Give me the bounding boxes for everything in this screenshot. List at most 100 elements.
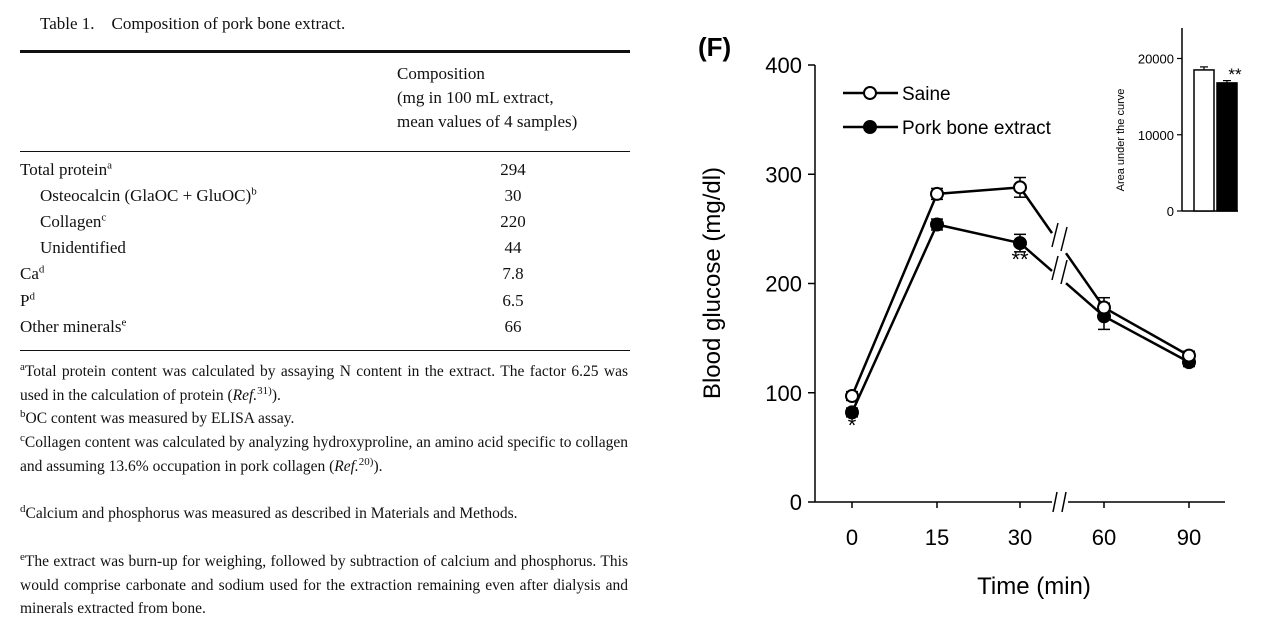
footnote-text: Ref. [334,457,359,475]
series-line [1065,282,1105,318]
row-value: 6.5 [502,291,524,310]
inset-y-axis-label: Area under the curve [1115,89,1127,192]
inset-y-tick-label: 20000 [1138,52,1174,67]
table-row: Unidentified 44 [0,238,640,264]
footnote: bOC content was measured by ELISA assay. [20,407,628,431]
footnote-text: Calcium and phosphorus was measured as d… [25,505,518,522]
row-label-text: Osteocalcin (GlaOC + GluOC) [40,186,252,205]
table-row: Pd 6.5 [0,291,640,317]
data-point [1097,300,1111,315]
x-tick-label: 90 [1177,525,1201,550]
glucose-chart: (F) 0 100 200 300 400 0 15 30 60 90 Time (min) Blood… [698,28,1242,600]
series-line [1103,306,1190,357]
header-rule [20,151,630,152]
data-point [845,389,859,404]
inset-bar [1193,69,1215,212]
series-line [1018,186,1054,234]
y-axis-label: Blood glucose (mg/dl) [699,167,726,399]
x-tick-label: 30 [1008,525,1032,550]
row-value: 44 [504,238,522,257]
row-value: 66 [504,317,522,336]
row-label-text: Ca [20,264,39,283]
footnote-mark: d [20,502,26,515]
footnote-mark: e [121,316,127,329]
line-break-mark [1060,259,1068,285]
line-break-mark [1051,222,1059,248]
column-header-line: Composition [397,64,485,83]
row-label-text: P [20,291,30,310]
table-row: Total proteina 294 [0,160,640,186]
table-row: Other mineralse 66 [0,317,640,343]
row-value: 30 [504,186,522,205]
legend-label: Pork bone extract [902,118,1052,139]
table-caption: Table 1. Composition of pork bone extrac… [40,14,346,33]
legend-item: Pork bone extract [843,118,1052,139]
footnote: cCollagen content was calculated by anal… [20,431,628,478]
axis-break-mark [1061,491,1067,513]
row-label-text: Other minerals [20,317,122,336]
series-line [1103,315,1190,364]
series-line [936,186,1021,196]
legend: Saine Pork bone extract [843,84,1052,139]
axis-break-mark [1052,491,1058,513]
legend-marker [863,120,877,134]
row-label: Cad [20,264,44,284]
row-label: Pd [20,291,35,311]
line-break-mark [1060,226,1068,252]
series-saine [845,176,1196,404]
line-break-mark [1051,255,1059,281]
inset-significance-mark: ** [1228,65,1242,84]
footnote: eThe extract was burn-up for weighing, f… [20,550,628,621]
row-label: Total proteina [20,160,112,180]
y-tick-label: 0 [790,490,802,515]
row-label-text: Total protein [20,160,108,179]
x-tick-label: 60 [1092,525,1116,550]
series-line [850,223,939,413]
row-label: Other mineralse [20,317,126,337]
inset-y-tick-label: 10000 [1138,128,1174,143]
row-value: 7.8 [502,264,524,283]
composition-table: Table 1. Composition of pork bone extrac… [0,14,640,621]
y-tick-label: 200 [765,272,802,297]
axes: 0 100 200 300 400 0 15 30 60 90 Time (min) Blood gl… [699,53,1225,600]
table-top-rule [20,50,630,53]
footnote-text: ). [373,457,383,475]
footnote-text: OC content was measured by ELISA assay. [25,410,295,427]
reference-number: 31) [257,384,272,397]
footnote-mark: d [38,263,45,276]
series-line [850,193,939,397]
series-line [1019,242,1053,272]
data-point [930,186,944,201]
footnote-text: The extract was burn-up for weighing, fo… [20,553,628,617]
footnote-mark: a [107,159,112,172]
column-header-line: mean values of 4 samples) [397,112,578,131]
footnote: dCalcium and phosphorus was measured as … [20,502,628,526]
legend-item: Saine [843,84,951,105]
y-tick-label: 400 [765,53,802,78]
row-label: Collagenc [40,212,106,232]
row-value: 220 [500,212,526,231]
row-label-text: Collagen [40,212,102,231]
footnote: aTotal protein content was calculated by… [20,360,628,407]
legend-label: Saine [902,84,951,105]
column-header-line: (mg in 100 mL extract, [397,88,554,107]
footnote-text: ). [271,386,281,404]
data-point [1013,236,1027,251]
table-row: Osteocalcin (GlaOC + GluOC)b 30 [0,186,640,212]
data-point [1013,180,1027,195]
footnote-mark: c [20,431,25,444]
footnote-mark: b [20,407,26,420]
series-line [1064,252,1106,309]
column-header: Composition (mg in 100 mL extract, mean … [397,62,577,134]
row-label-text: Unidentified [40,238,126,257]
data-point [1182,348,1196,363]
significance-mark: ** [1011,247,1029,272]
row-label: Osteocalcin (GlaOC + GluOC)b [40,186,257,206]
footnote-mark: b [251,185,257,198]
series-line [936,223,1021,245]
y-tick-label: 300 [765,162,802,187]
footnote-mark: c [101,211,107,224]
inset-auc-chart: 0 10000 20000 Area under the curve ** [1115,28,1242,219]
data-point [930,217,944,232]
footnote-mark: e [20,550,25,563]
